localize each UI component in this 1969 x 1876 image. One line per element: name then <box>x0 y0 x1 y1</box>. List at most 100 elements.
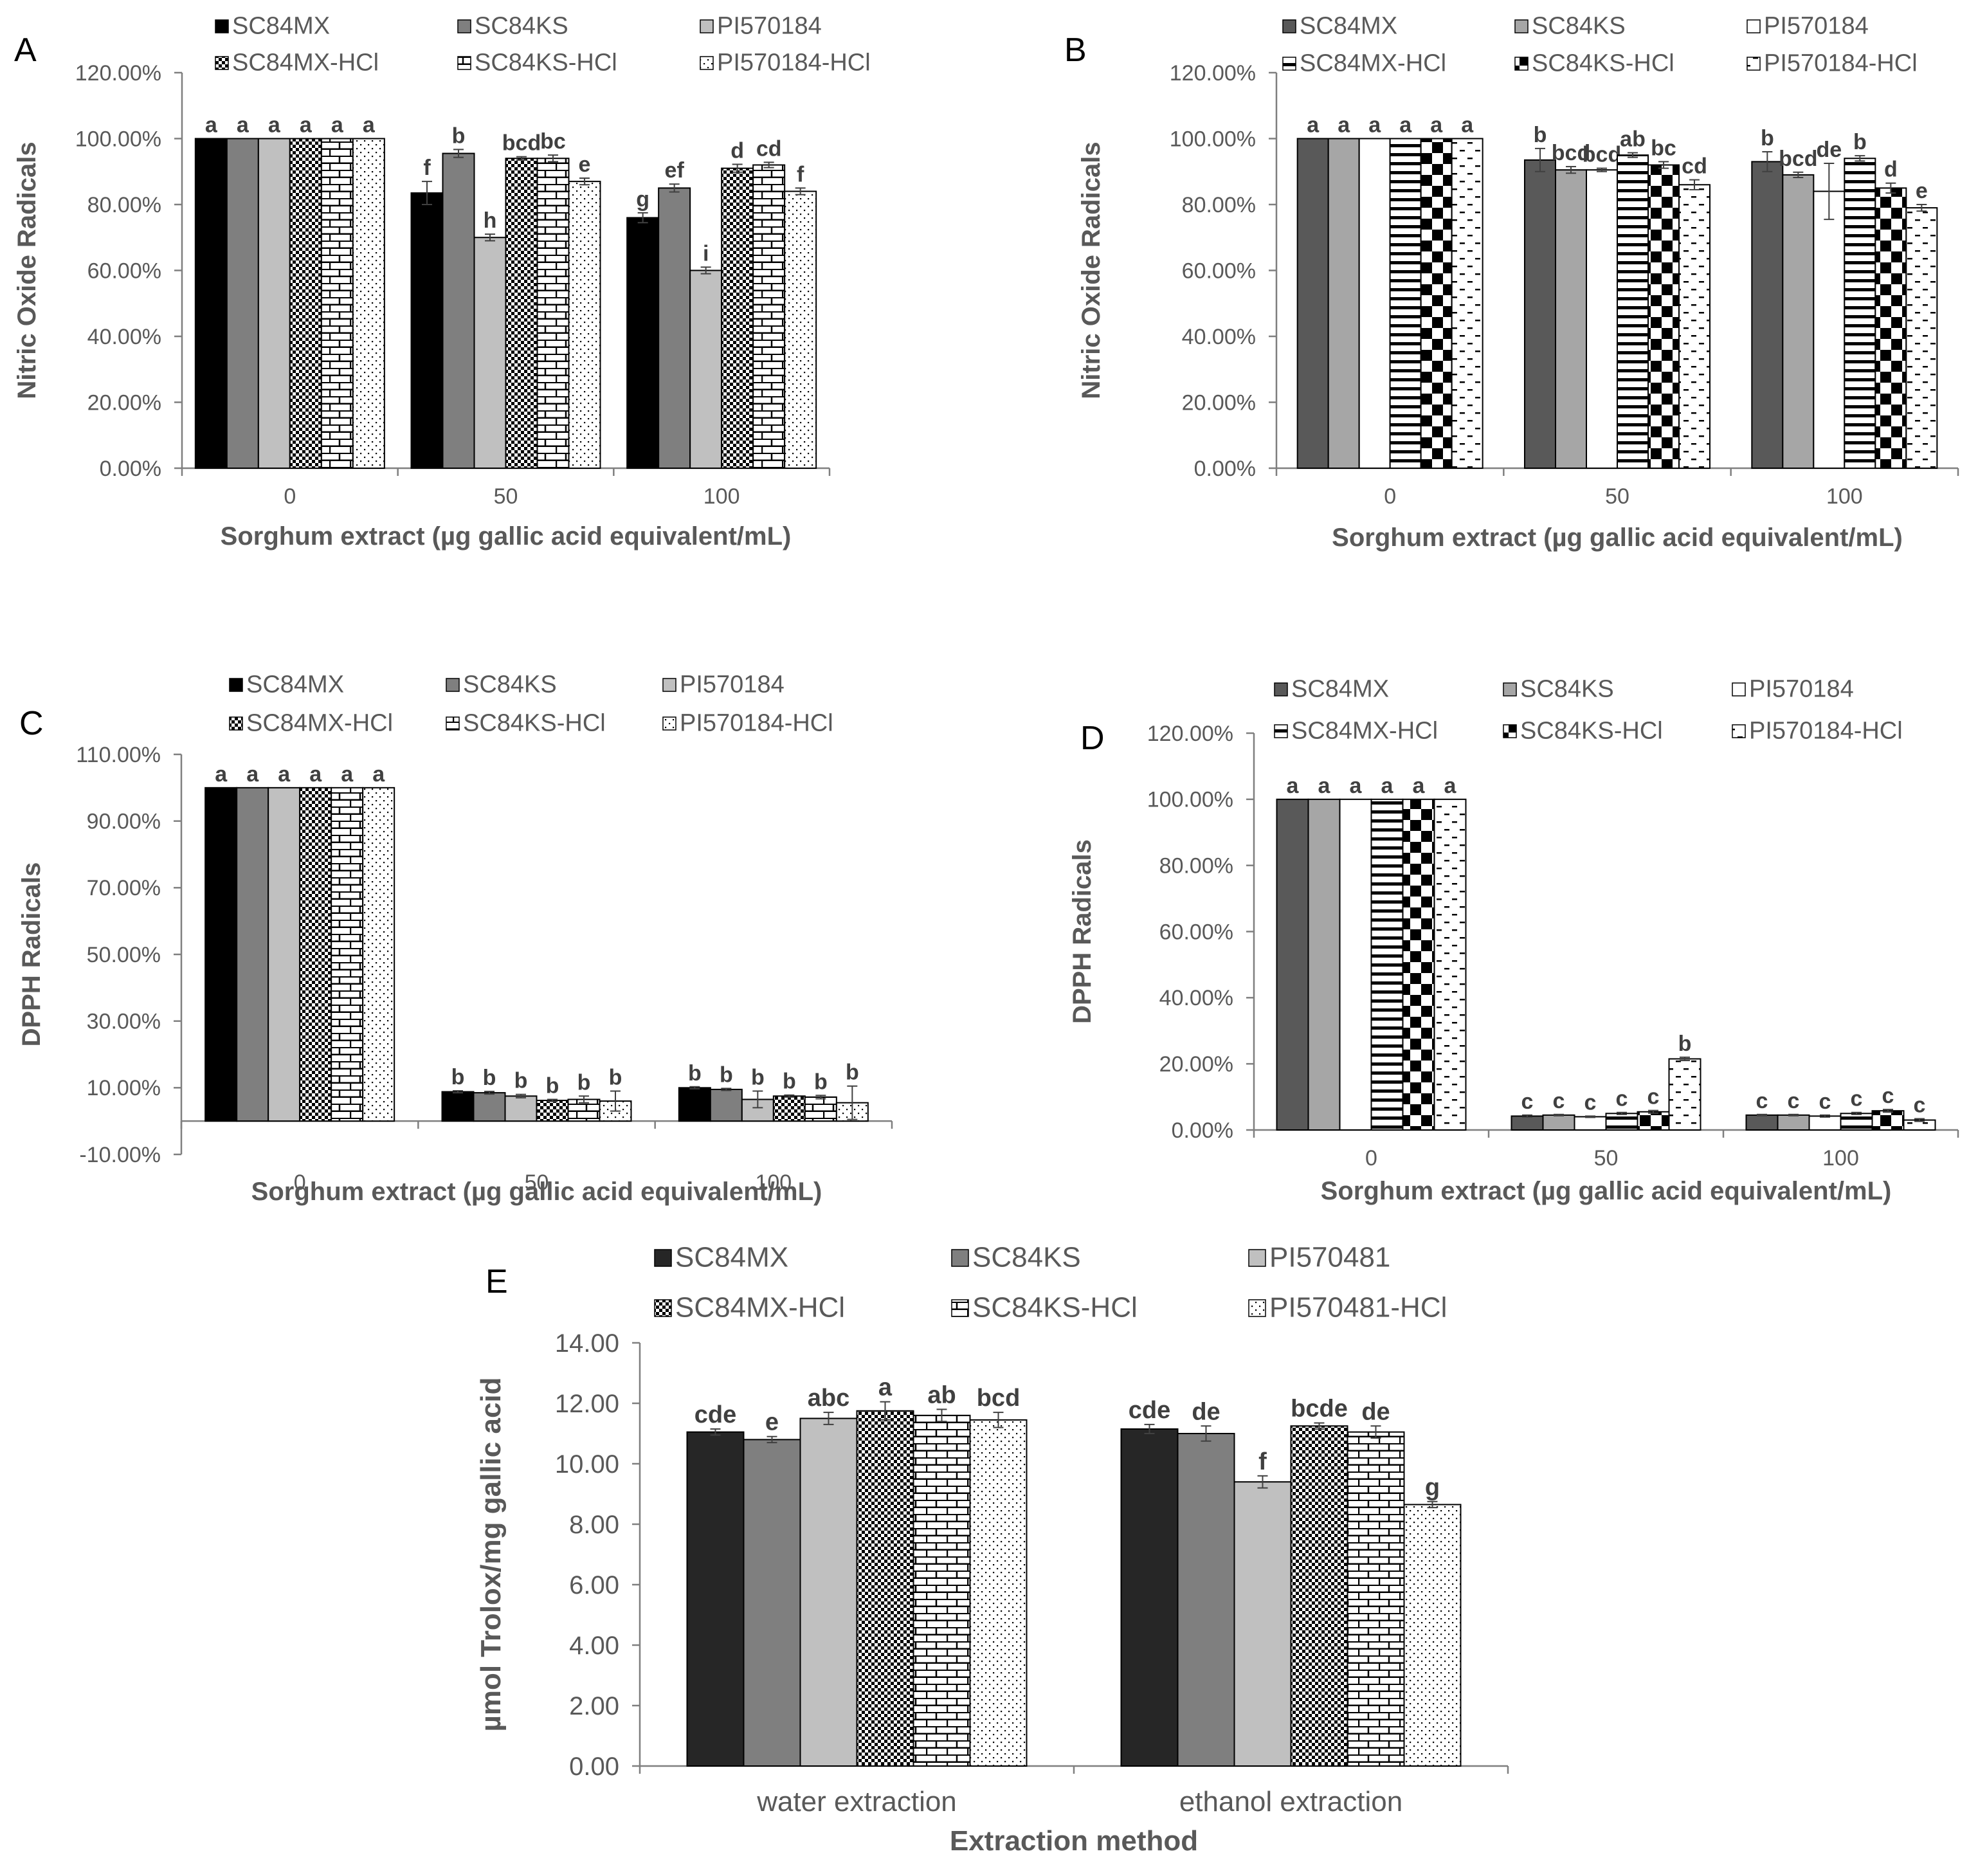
panel-label-b: B <box>1064 32 1087 69</box>
category-label: 50 <box>1594 1146 1619 1170</box>
legend-label: SC84MX-HCl <box>675 1291 845 1323</box>
y-tick-label: 20.00% <box>1159 1052 1233 1077</box>
legend-label: SC84KS <box>463 671 557 698</box>
significance-letter: f <box>423 156 431 180</box>
bar <box>1840 1113 1873 1131</box>
bar <box>236 787 269 1122</box>
legend-swatch <box>1282 19 1296 33</box>
significance-letter: a <box>1444 774 1457 798</box>
bar <box>568 181 601 469</box>
y-tick-label: 100.00% <box>75 127 161 151</box>
bar <box>536 158 570 469</box>
significance-letter: a <box>363 113 376 138</box>
significance-letter: c <box>1521 1089 1534 1114</box>
x-axis-title: Sorghum extract (µg gallic acid equivale… <box>251 1178 822 1206</box>
bar <box>1358 138 1391 469</box>
category-label: 0 <box>294 1170 306 1195</box>
bar <box>194 138 228 469</box>
significance-letter: cd <box>1682 154 1707 179</box>
legend-label: PI570184-HCl <box>680 709 833 736</box>
bar <box>473 1092 506 1122</box>
bar <box>743 1439 801 1767</box>
category-label: 100 <box>703 484 740 509</box>
x-axis-title: Extraction method <box>950 1825 1198 1857</box>
significance-letter: a <box>278 762 291 787</box>
significance-letter: b <box>1761 126 1774 150</box>
y-tick-label: 70.00% <box>87 876 161 900</box>
bar <box>658 187 691 469</box>
y-tick-label: 90.00% <box>87 810 161 834</box>
significance-letter: f <box>1258 1448 1267 1475</box>
y-tick-label: 40.00% <box>87 325 161 349</box>
y-tick-label: 100.00% <box>1147 788 1233 812</box>
legend-label: SC84KS-HCl <box>1520 717 1663 744</box>
legend-label: SC84MX-HCl <box>1291 717 1438 744</box>
legend-swatch <box>1503 682 1517 697</box>
bar <box>1751 161 1784 469</box>
significance-letter: h <box>484 208 497 233</box>
category-label: 50 <box>494 484 518 509</box>
bar <box>1403 1504 1462 1767</box>
bar <box>1290 1425 1348 1767</box>
bar <box>1327 138 1360 469</box>
legend-swatch <box>1732 682 1746 697</box>
bar <box>799 1417 858 1767</box>
panel-label-a: A <box>14 32 37 69</box>
legend-swatch <box>1747 19 1761 33</box>
significance-letter: a <box>268 113 281 138</box>
legend-swatch <box>700 56 714 70</box>
significance-letter: bcd <box>1779 147 1817 171</box>
legend-label: SC84MX-HCl <box>246 709 393 736</box>
bar <box>1524 159 1556 469</box>
chart-panel-d: 0.00% 20.00% 40.00% 60.00% 80.00% 100.00% 120.… <box>1068 675 1959 1205</box>
bar <box>331 787 364 1122</box>
y-tick-label: 110.00% <box>76 743 161 767</box>
bar <box>320 138 354 469</box>
y-tick-label: 0.00% <box>100 457 161 481</box>
bar <box>352 138 385 469</box>
y-tick-label: 80.00% <box>1159 854 1233 879</box>
chart-panel-e: 0.00 2.00 4.00 6.00 8.00 10.00 12.00 14.00 water… <box>475 1241 1509 1857</box>
bar <box>1120 1428 1179 1767</box>
y-tick-label: 120.00% <box>75 61 161 86</box>
legend-label: PI570481 <box>1269 1241 1390 1273</box>
significance-letter: d <box>1884 158 1898 182</box>
bar <box>289 138 322 469</box>
significance-letter: b <box>688 1061 702 1086</box>
bar <box>1871 1110 1905 1131</box>
significance-letter: b <box>751 1066 765 1090</box>
y-tick-label: 12.00 <box>555 1390 619 1418</box>
significance-letter: c <box>1756 1089 1768 1113</box>
significance-letter: g <box>636 187 649 212</box>
legend-swatch <box>1503 724 1517 738</box>
significance-letter: a <box>1338 113 1350 138</box>
significance-letter: bcd <box>977 1385 1021 1412</box>
significance-letter: d <box>730 138 744 163</box>
bar <box>1511 1115 1544 1131</box>
bar <box>504 1095 538 1122</box>
bar <box>1402 798 1435 1131</box>
significance-letter: a <box>300 113 313 138</box>
significance-letter: c <box>1851 1087 1863 1111</box>
significance-letter: de <box>1192 1398 1220 1425</box>
y-tick-label: 10.00 <box>555 1450 619 1479</box>
significance-letter: b <box>514 1069 528 1093</box>
y-tick-label: 2.00 <box>569 1692 619 1720</box>
bar <box>1433 798 1467 1131</box>
legend-label: SC84MX <box>675 1241 788 1273</box>
significance-letter: bcd <box>1552 141 1590 165</box>
legend-swatch <box>1282 57 1296 71</box>
bar <box>1637 1111 1670 1131</box>
category-label: water extraction <box>756 1786 957 1817</box>
bar <box>856 1410 914 1767</box>
bar <box>299 787 332 1122</box>
category-label: 100 <box>1822 1146 1859 1170</box>
legend-swatch <box>1732 724 1746 738</box>
y-tick-label: 10.00% <box>87 1076 161 1100</box>
y-tick-label: 60.00% <box>87 259 161 283</box>
significance-letter: bcd <box>1583 143 1621 167</box>
bar <box>1605 1113 1638 1131</box>
bar <box>1542 1114 1575 1131</box>
bar <box>473 237 507 469</box>
legend-label: PI570184-HCl <box>1764 50 1918 77</box>
